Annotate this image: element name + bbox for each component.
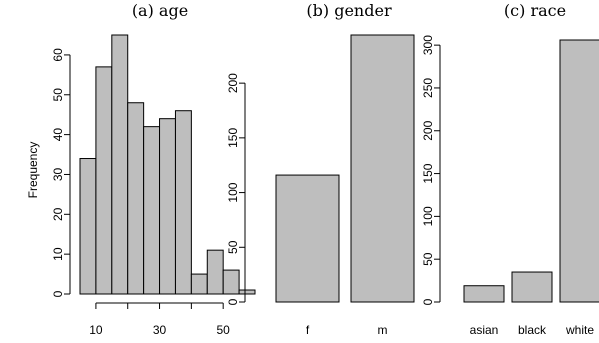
gender-y-tick-label-0: 0 <box>226 298 240 305</box>
age-x-tick-label-50: 50 <box>217 323 231 337</box>
gender-bar-title: (b) gender <box>306 1 392 20</box>
age-y-tick-label-50: 50 <box>51 88 65 102</box>
gender-y-tick-label-200: 200 <box>226 73 240 93</box>
race-bar-white <box>560 40 599 302</box>
gender-bar-m <box>351 35 414 302</box>
age-bin-20-25 <box>128 103 144 294</box>
race-bar-title: (c) race <box>504 1 566 20</box>
race-category-labels: asian black white <box>470 323 595 337</box>
race-y-tick-label-200: 200 <box>421 120 435 140</box>
race-y-tick-label-150: 150 <box>421 163 435 183</box>
age-x-tick-label-30: 30 <box>153 323 167 337</box>
gender-bars <box>276 35 414 302</box>
race-bars <box>464 40 599 302</box>
age-histogram-y-axis: 0 10 20 30 40 50 60 <box>51 48 70 297</box>
age-histogram-title: (a) age <box>132 1 188 20</box>
age-y-tick-label-10: 10 <box>51 247 65 261</box>
race-y-tick-label-100: 100 <box>421 206 435 226</box>
gender-bar-f <box>276 175 339 302</box>
age-histogram-panel: (a) age Frequency 0 10 20 30 40 50 60 10 30 50 <box>26 1 255 337</box>
race-y-axis: 0 50 100 150 200 250 300 <box>421 35 440 306</box>
race-category-label-white: white <box>565 323 594 337</box>
age-bin-55-60 <box>239 290 255 294</box>
race-y-tick-label-300: 300 <box>421 35 435 55</box>
age-bin-40-45 <box>191 274 207 294</box>
age-bin-50-55 <box>223 270 239 294</box>
gender-y-tick-label-150: 150 <box>226 128 240 148</box>
age-bin-30-35 <box>160 119 176 294</box>
age-y-tick-label-40: 40 <box>51 128 65 142</box>
gender-category-label-f: f <box>306 323 310 337</box>
race-y-tick-label-250: 250 <box>421 78 435 98</box>
race-y-tick-label-0: 0 <box>421 298 435 305</box>
age-histogram-x-axis: 10 30 50 <box>89 303 230 337</box>
age-bin-35-40 <box>175 111 191 294</box>
race-category-label-asian: asian <box>470 323 499 337</box>
gender-category-label-m: m <box>378 323 388 337</box>
race-category-label-black: black <box>518 323 547 337</box>
age-bin-10-15 <box>96 67 112 294</box>
age-y-tick-label-60: 60 <box>51 48 65 62</box>
race-bar-black <box>512 272 552 302</box>
gender-y-tick-label-50: 50 <box>226 240 240 254</box>
age-x-tick-label-10: 10 <box>89 323 103 337</box>
age-bin-15-20 <box>112 35 128 294</box>
race-bar-panel: (c) race 0 50 100 150 200 250 300 asian black wh… <box>421 1 599 337</box>
age-histogram-y-axis-label: Frequency <box>26 142 40 199</box>
age-bin-45-50 <box>207 250 223 294</box>
race-y-tick-label-50: 50 <box>421 252 435 266</box>
age-y-tick-label-30: 30 <box>51 167 65 181</box>
age-y-tick-label-0: 0 <box>51 290 65 297</box>
race-bar-asian <box>464 286 504 302</box>
gender-y-tick-label-100: 100 <box>226 182 240 202</box>
age-bin-5-10 <box>80 159 96 294</box>
age-y-tick-label-20: 20 <box>51 207 65 221</box>
age-bin-25-30 <box>144 127 160 294</box>
